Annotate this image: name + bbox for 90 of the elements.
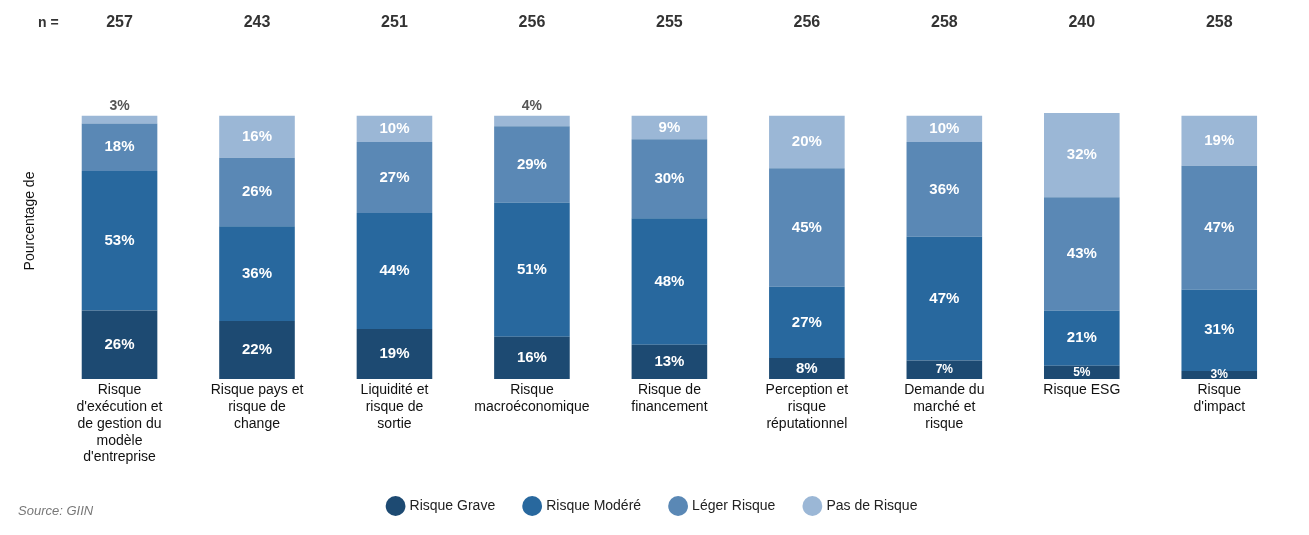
bar xyxy=(769,286,845,358)
data-label: 10% xyxy=(379,118,410,136)
data-label: 21% xyxy=(1066,328,1097,346)
data-label: 26% xyxy=(241,182,273,200)
bar xyxy=(631,344,708,379)
bar xyxy=(219,157,295,227)
y-axis-title: Pourcentage de xyxy=(21,171,38,271)
bar xyxy=(81,115,158,124)
text: 256 xyxy=(793,13,821,31)
x-tick-label: Risque d'exécution et de gestion du modèle d'entreprise xyxy=(76,381,163,465)
data-label: 20% xyxy=(791,132,822,150)
text: 240 xyxy=(1068,13,1096,31)
data-label: 27% xyxy=(379,167,410,185)
legend-label: Risque Modéré xyxy=(546,496,642,513)
data-label: 32% xyxy=(1066,145,1097,163)
bar xyxy=(1181,165,1258,290)
bar xyxy=(219,115,295,158)
data-label: 53% xyxy=(104,230,135,248)
x-tick-label: Risque d'impact xyxy=(1193,381,1246,415)
data-label: 8% xyxy=(796,358,818,376)
x-tick-label: Demande du marché et risque xyxy=(904,381,985,431)
bar xyxy=(356,142,433,214)
text: 243 xyxy=(243,13,271,31)
text: 256 xyxy=(518,13,546,31)
data-label: 13% xyxy=(654,352,685,370)
bar xyxy=(631,139,708,219)
data-label: 29% xyxy=(516,154,547,172)
bar xyxy=(769,168,845,287)
bar xyxy=(494,202,570,337)
bar xyxy=(1044,197,1120,311)
bar xyxy=(494,336,570,379)
bar xyxy=(1044,310,1120,366)
bar xyxy=(631,218,708,345)
data-label: 16% xyxy=(241,126,273,144)
data-label: 30% xyxy=(654,169,685,187)
x-tick-label: Risque macroéconomique xyxy=(474,381,590,415)
data-label: 16% xyxy=(516,348,547,366)
data-label: 26% xyxy=(104,334,135,352)
data-label: 19% xyxy=(379,344,410,362)
data-label: 3% xyxy=(1210,367,1229,382)
bar xyxy=(494,126,570,203)
data-label: 19% xyxy=(1204,130,1235,148)
data-label: 44% xyxy=(379,261,410,279)
data-label: 4% xyxy=(521,96,543,113)
data-label: 31% xyxy=(1204,320,1235,338)
bar xyxy=(494,115,570,127)
x-tick-label: Liquidité et risque de sortie xyxy=(360,381,429,431)
bar xyxy=(81,310,158,379)
data-label: 9% xyxy=(658,117,681,135)
legend-label: Léger Risque xyxy=(692,496,776,513)
x-tick-label: Risque de financement xyxy=(631,381,708,415)
data-label: 18% xyxy=(104,137,135,155)
data-label: 47% xyxy=(929,288,960,306)
data-label: 22% xyxy=(241,340,273,358)
text: 255 xyxy=(656,13,683,31)
data-label: 5% xyxy=(1073,364,1091,379)
text: n = xyxy=(38,13,59,30)
bar xyxy=(769,357,845,379)
text: 258 xyxy=(930,13,958,31)
bar xyxy=(219,321,295,379)
x-tick-label: Risque ESG xyxy=(1043,381,1121,398)
bar xyxy=(356,328,433,379)
data-label: 43% xyxy=(1066,244,1097,262)
text: 257 xyxy=(106,13,133,31)
bar xyxy=(906,142,983,237)
data-label: 45% xyxy=(791,217,822,235)
data-label: 48% xyxy=(654,271,685,289)
bar xyxy=(906,236,983,361)
data-label: 7% xyxy=(935,362,954,377)
bar xyxy=(81,123,158,171)
x-tick-label: Perception et risque réputationnel xyxy=(765,381,849,431)
source-note: Source: GIIN xyxy=(18,502,94,518)
bar xyxy=(356,213,433,329)
data-label: 27% xyxy=(791,312,822,330)
legend-label: Risque Grave xyxy=(409,496,496,513)
bar xyxy=(769,115,845,169)
text: 251 xyxy=(381,13,408,31)
bar xyxy=(81,170,158,311)
bar xyxy=(219,226,295,322)
data-label: 51% xyxy=(516,259,547,277)
data-label: 3% xyxy=(109,96,131,113)
x-tick-label: Risque pays et risque de change xyxy=(210,381,304,431)
data-label: 36% xyxy=(241,263,273,281)
data-label: 47% xyxy=(1204,217,1235,235)
data-label: 10% xyxy=(929,118,960,136)
bar xyxy=(1044,113,1120,198)
legend-label: Pas de Risque xyxy=(826,496,918,513)
data-label: 36% xyxy=(929,179,960,197)
text: 258 xyxy=(1205,13,1233,31)
bar xyxy=(1181,115,1258,166)
